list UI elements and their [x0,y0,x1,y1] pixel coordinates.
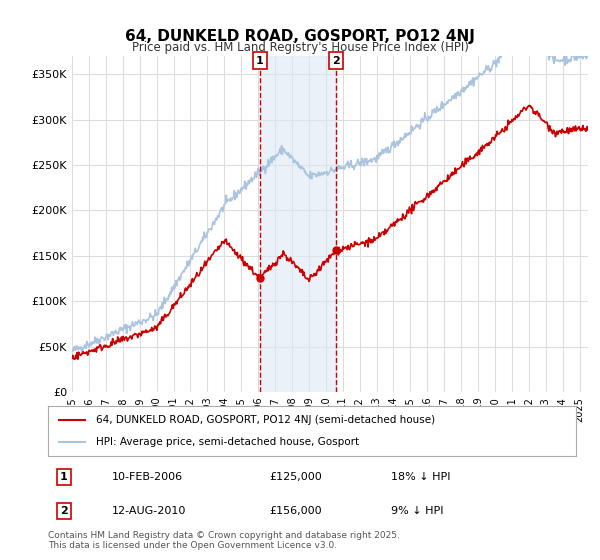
Text: 1: 1 [256,55,264,66]
Text: Contains HM Land Registry data © Crown copyright and database right 2025.
This d: Contains HM Land Registry data © Crown c… [48,530,400,550]
Text: HPI: Average price, semi-detached house, Gosport: HPI: Average price, semi-detached house,… [95,437,359,447]
Text: 10-FEB-2006: 10-FEB-2006 [112,472,182,482]
Bar [260,56,336,392]
Text: 64, DUNKELD ROAD, GOSPORT, PO12 4NJ: 64, DUNKELD ROAD, GOSPORT, PO12 4NJ [125,29,475,44]
Text: £156,000: £156,000 [270,506,322,516]
Text: 64, DUNKELD ROAD, GOSPORT, PO12 4NJ (semi-detached house): 64, DUNKELD ROAD, GOSPORT, PO12 4NJ (sem… [95,415,434,425]
Text: Price paid vs. HM Land Registry's House Price Index (HPI): Price paid vs. HM Land Registry's House … [131,41,469,54]
Text: 9% ↓ HPI: 9% ↓ HPI [391,506,444,516]
Text: 12-AUG-2010: 12-AUG-2010 [112,506,186,516]
Text: 2: 2 [60,506,68,516]
Text: 18% ↓ HPI: 18% ↓ HPI [391,472,451,482]
Text: 2: 2 [332,55,340,66]
Text: £125,000: £125,000 [270,472,323,482]
Text: 1: 1 [60,472,68,482]
